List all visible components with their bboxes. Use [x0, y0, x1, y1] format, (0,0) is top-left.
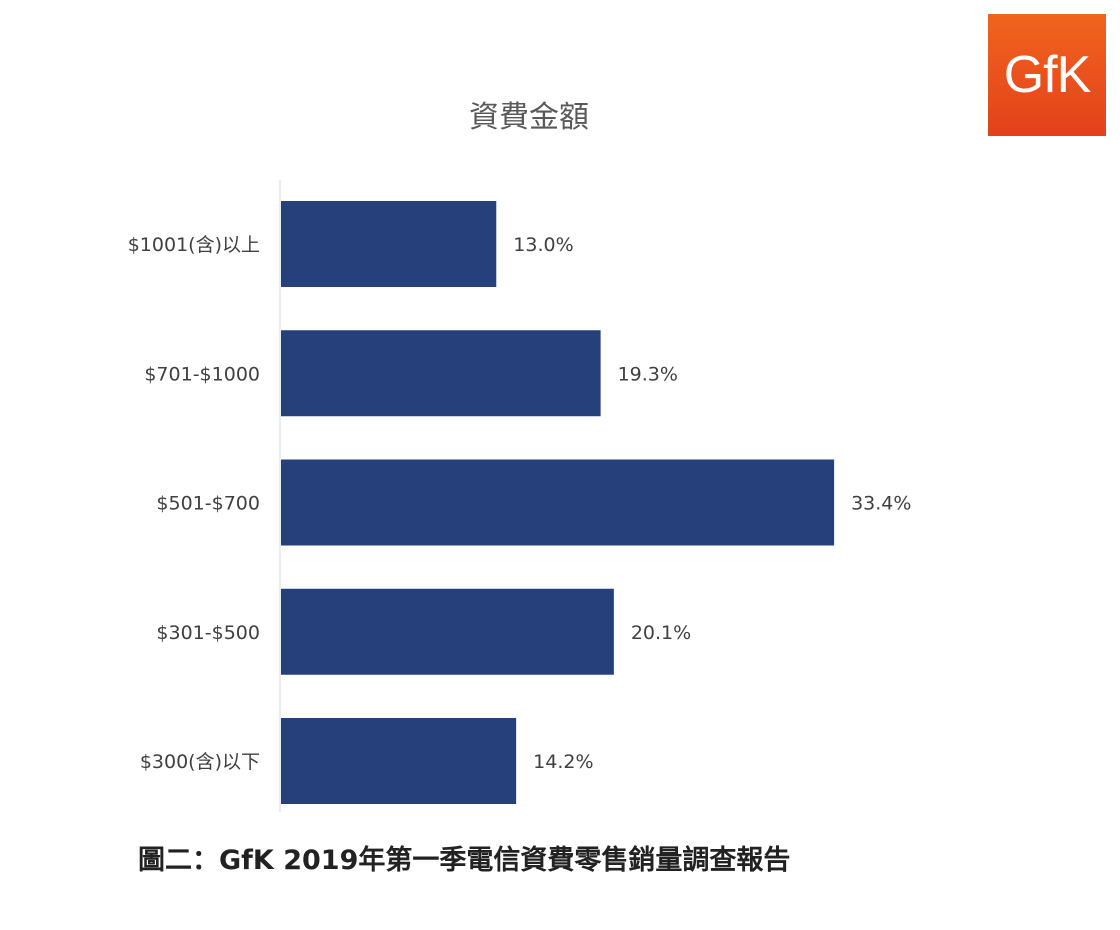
value-label: 13.0% — [513, 234, 573, 256]
category-label: $501-$700 — [156, 493, 260, 515]
bar — [281, 201, 497, 287]
bar — [281, 330, 601, 417]
bar-group: $1001(含)以上 13.0% $701-$1000 19.3% $501-$700 3… — [128, 201, 911, 804]
bar — [281, 588, 614, 675]
gfk-logo: GfK — [988, 14, 1106, 136]
value-label: 14.2% — [533, 751, 593, 773]
bar — [281, 718, 517, 804]
value-label: 19.3% — [618, 363, 678, 385]
category-label: $301-$500 — [156, 622, 260, 644]
logo-text: GfK — [1003, 46, 1092, 104]
value-label: 20.1% — [631, 622, 691, 644]
chart-title: 資費金額 — [469, 100, 589, 135]
value-label: 33.4% — [851, 493, 911, 515]
figure-caption: 圖二：GfK 2019年第一季電信資費零售銷量調查報告 — [138, 845, 791, 876]
bar — [281, 459, 835, 546]
category-label: $701-$1000 — [144, 363, 260, 385]
category-label: $300(含)以下 — [140, 751, 260, 773]
category-label: $1001(含)以上 — [128, 234, 260, 256]
